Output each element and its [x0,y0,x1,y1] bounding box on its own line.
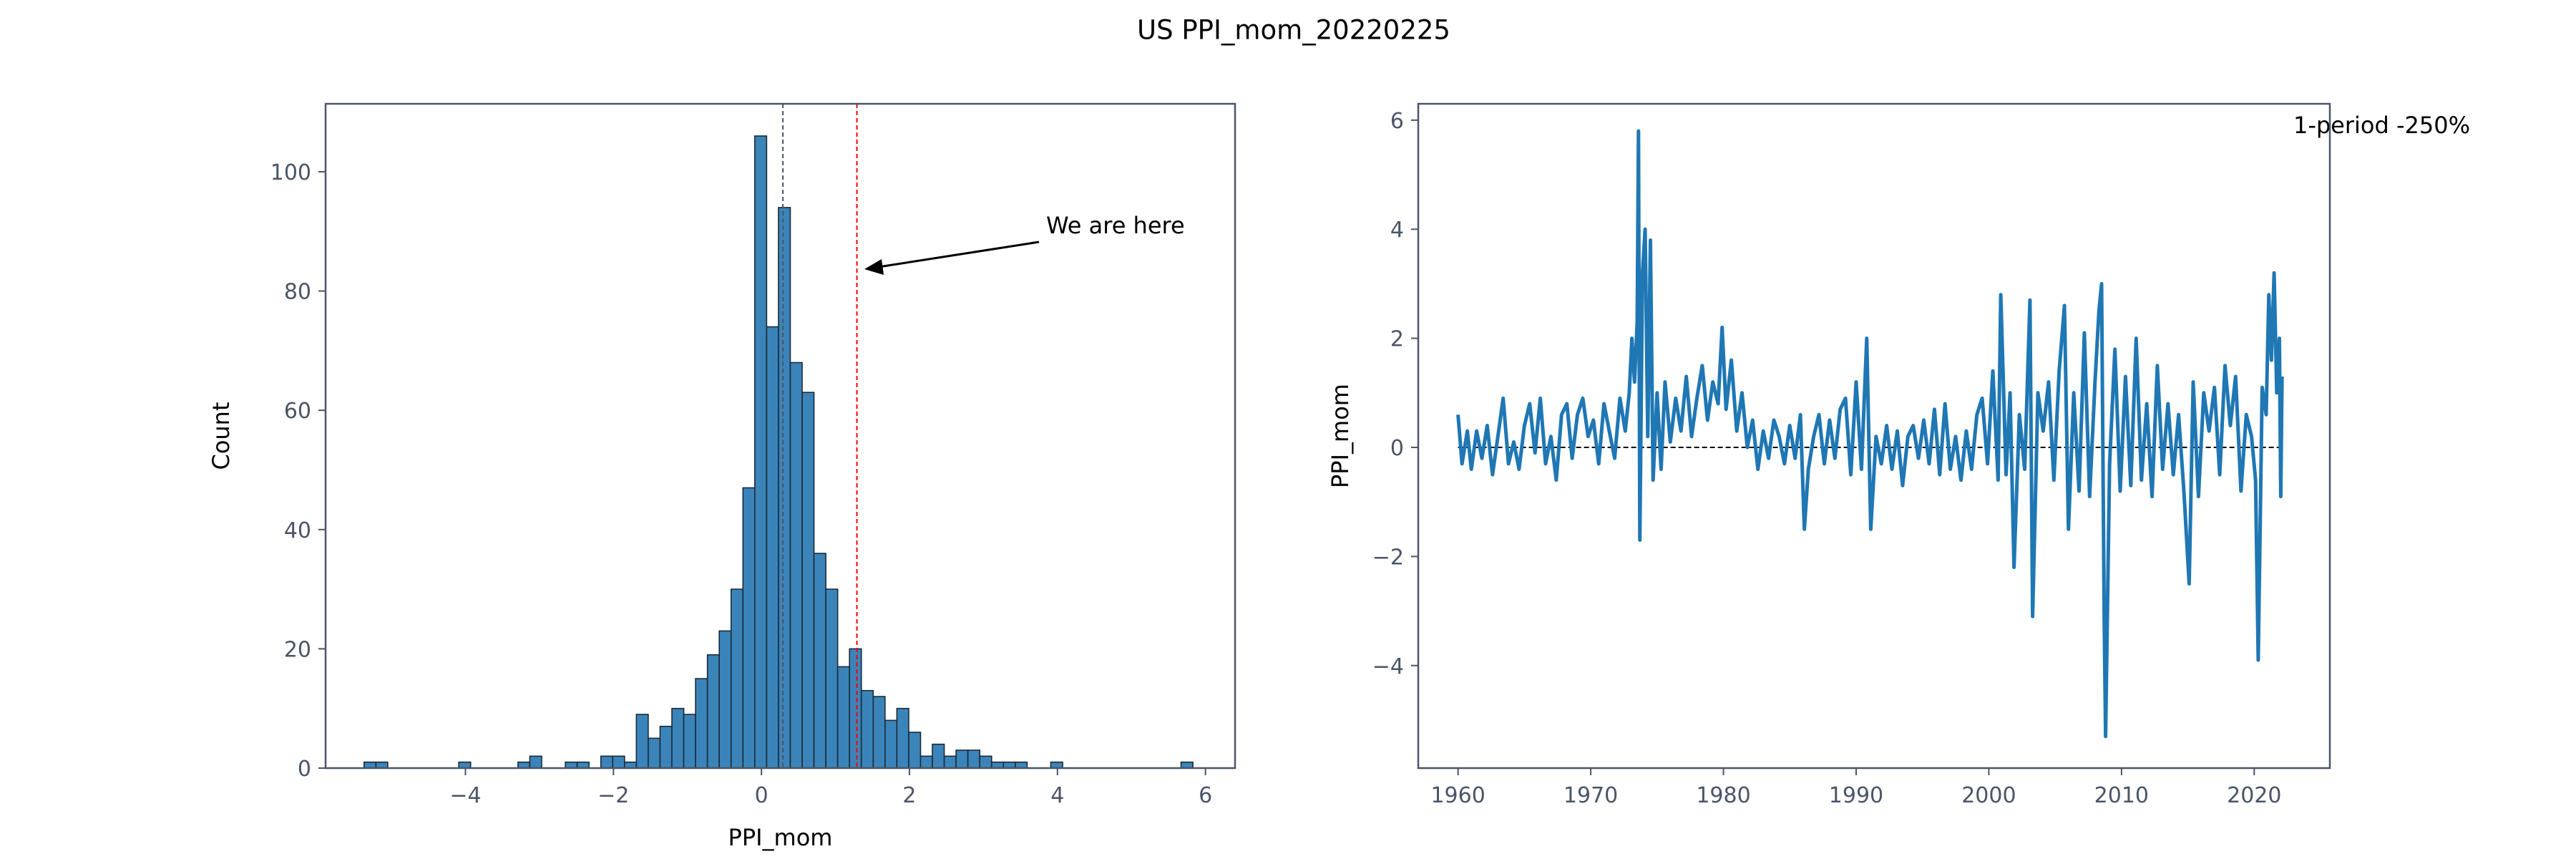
axes-frame [324,102,1236,770]
histogram-bar [529,755,542,769]
y-tick-label: 40 [284,518,311,543]
axes-frame [1417,102,2331,770]
data-line [1456,129,2284,739]
histogram-bar [683,714,696,769]
histogram-bar [979,755,992,769]
histogram-bar [695,678,708,769]
x-tick-label: 4 [1050,783,1064,808]
histogram-bar [766,326,779,769]
annotation-arrow [869,241,1040,270]
histogram-bar [896,707,909,769]
x-tick-label: 0 [755,783,769,808]
figure-title: US PPI_mom_20220225 [1137,15,1450,46]
x-tick-label: 1990 [1829,783,1883,808]
histogram-bar [813,553,826,769]
histogram-bar [600,755,614,769]
histogram-bar [908,732,922,769]
y-tick-label: −2 [1372,545,1404,570]
histogram-bar [872,696,886,769]
y-tick-label: 0 [1390,436,1404,461]
y-tick-label: 20 [284,637,311,662]
histogram-bar [742,487,756,769]
histogram-bar [967,749,981,769]
y-tick-label: 0 [298,757,311,782]
histogram-bar [860,689,874,769]
y-tick-label: −4 [1372,654,1404,679]
histogram-bar [718,630,732,769]
y-tick-label: 2 [1390,327,1404,352]
histogram-bar [612,755,625,769]
histogram-bar [659,725,673,769]
y-tick-label: 6 [1390,109,1404,134]
histogram-bar [730,588,744,769]
histogram-bar [648,737,661,769]
x-tick-label: −2 [597,783,629,808]
x-tick-label: 2010 [2094,783,2149,808]
y-axis-label: Count [208,402,235,470]
y-tick-label: 80 [284,280,311,305]
y-tick-label: 4 [1390,218,1404,243]
y-tick-label: 100 [270,160,311,185]
x-tick-label: 1960 [1430,783,1485,808]
histogram-bar [801,392,815,769]
y-axis-label: PPI_mom [1327,384,1354,488]
histogram-bar [836,666,850,769]
annotation: 1-period -250% [2293,112,2470,139]
x-tick-label: −4 [449,783,481,808]
histogram-bar [635,714,649,769]
histogram-bar [943,755,957,769]
annotation-arrowhead [864,259,884,275]
histogram-bar [919,755,933,769]
x-tick-label: 2 [902,783,916,808]
x-tick-label: 2000 [1961,783,2016,808]
histogram-bar [825,588,839,769]
histogram-bar [778,207,791,769]
histogram-bar [671,707,685,769]
annotation: We are here [1046,212,1185,239]
x-tick-label: 1980 [1696,783,1750,808]
x-tick-label: 2020 [2227,783,2281,808]
histogram-bar [706,654,720,769]
histogram-bar [789,361,803,769]
histogram-bar [754,135,768,769]
histogram-bar [955,749,969,769]
x-tick-label: 6 [1199,783,1212,808]
histogram-bar [932,743,945,769]
x-axis-label: PPI_mom [728,824,833,851]
x-tick-label: 1970 [1563,783,1618,808]
histogram-bar [884,719,898,769]
histogram-bar [849,648,862,769]
y-tick-label: 60 [284,399,311,424]
